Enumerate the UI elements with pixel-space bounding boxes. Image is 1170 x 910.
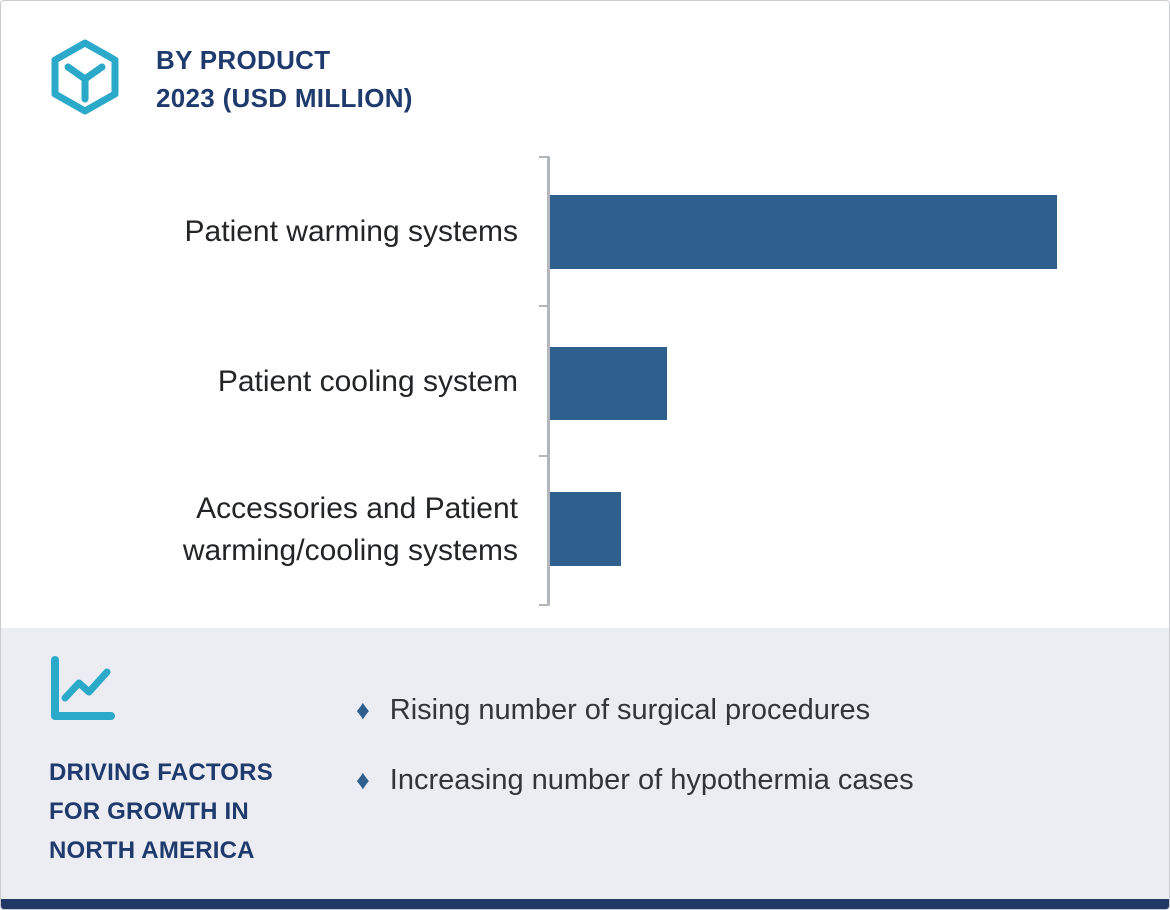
diamond-bullet-icon: ♦ [356, 695, 370, 725]
category-label: Patient warming systems [184, 215, 518, 248]
chart-title-line1: BY PRODUCT [156, 45, 331, 75]
driving-factors-heading: DRIVING FACTORS FOR GROWTH IN NORTH AMER… [49, 759, 273, 864]
chart-title-line2: 2023 (USD MILLION) [156, 83, 413, 113]
hexagon-logo-icon [51, 39, 119, 115]
driving-factors-panel: DRIVING FACTORS FOR GROWTH IN NORTH AMER… [1, 628, 1169, 899]
category-label: Patient cooling system [217, 365, 518, 398]
axis-tick [539, 604, 548, 606]
chart-axis [547, 156, 550, 606]
category-label: Accessories and Patient warming/cooling … [182, 492, 518, 567]
bar-patient-cooling-system [550, 347, 667, 420]
diamond-bullet-icon: ♦ [356, 765, 370, 795]
bar-patient-warming-systems [550, 195, 1057, 269]
bullet-text: Increasing number of hypothermia cases [389, 764, 914, 796]
axis-tick [539, 305, 548, 307]
line-chart-icon [51, 656, 115, 720]
bullet-text: Rising number of surgical procedures [389, 694, 871, 726]
axis-tick [539, 455, 548, 457]
bar-plot-area [550, 156, 1057, 606]
bullet-item: ♦ Rising number of surgical procedures [356, 690, 870, 730]
bar-accessories-warming-cooling [550, 492, 621, 566]
chart-title: BY PRODUCT 2023 (USD MILLION) [156, 41, 413, 117]
axis-tick [539, 156, 548, 158]
footer-accent-strip [1, 899, 1169, 909]
bullet-item: ♦ Increasing number of hypothermia cases [356, 760, 914, 800]
